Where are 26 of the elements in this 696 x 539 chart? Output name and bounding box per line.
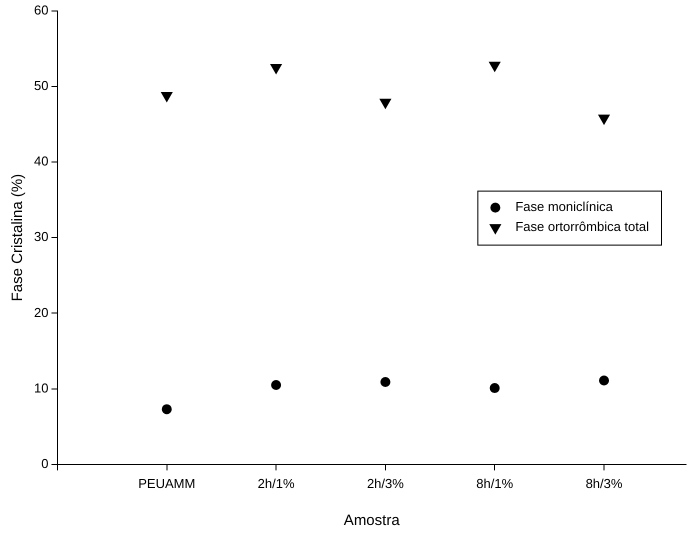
x-tick-label: 2h/3% <box>366 476 404 491</box>
y-tick-label: 30 <box>34 229 48 244</box>
legend-label: Fase ortorrômbica total <box>515 219 650 234</box>
point <box>270 64 282 74</box>
y-tick-label: 10 <box>34 380 48 396</box>
y-tick-label: 0 <box>41 456 48 471</box>
x-tick-label: 2h/1% <box>258 476 295 491</box>
point <box>598 114 610 125</box>
point <box>380 376 390 387</box>
y-tick-label: 20 <box>34 304 48 320</box>
y-tick-label: 50 <box>34 78 48 93</box>
legend-label: Fase moniclínica <box>515 199 614 214</box>
y-tick-label: 40 <box>34 154 48 169</box>
point <box>599 375 610 386</box>
point <box>490 383 500 394</box>
y-tick-label: 60 <box>34 2 48 18</box>
point <box>162 404 172 414</box>
x-tick-label: 8h/3% <box>586 476 623 491</box>
point <box>489 62 500 72</box>
x-tick-label: 8h/1% <box>476 476 514 491</box>
y-axis-title: Fase Cristalina (%) <box>9 174 26 302</box>
x-tick-label: PEUAMM <box>138 476 196 491</box>
point <box>380 98 392 109</box>
point <box>161 92 172 102</box>
point <box>271 380 282 390</box>
x-axis-title: Amostra <box>344 512 400 530</box>
